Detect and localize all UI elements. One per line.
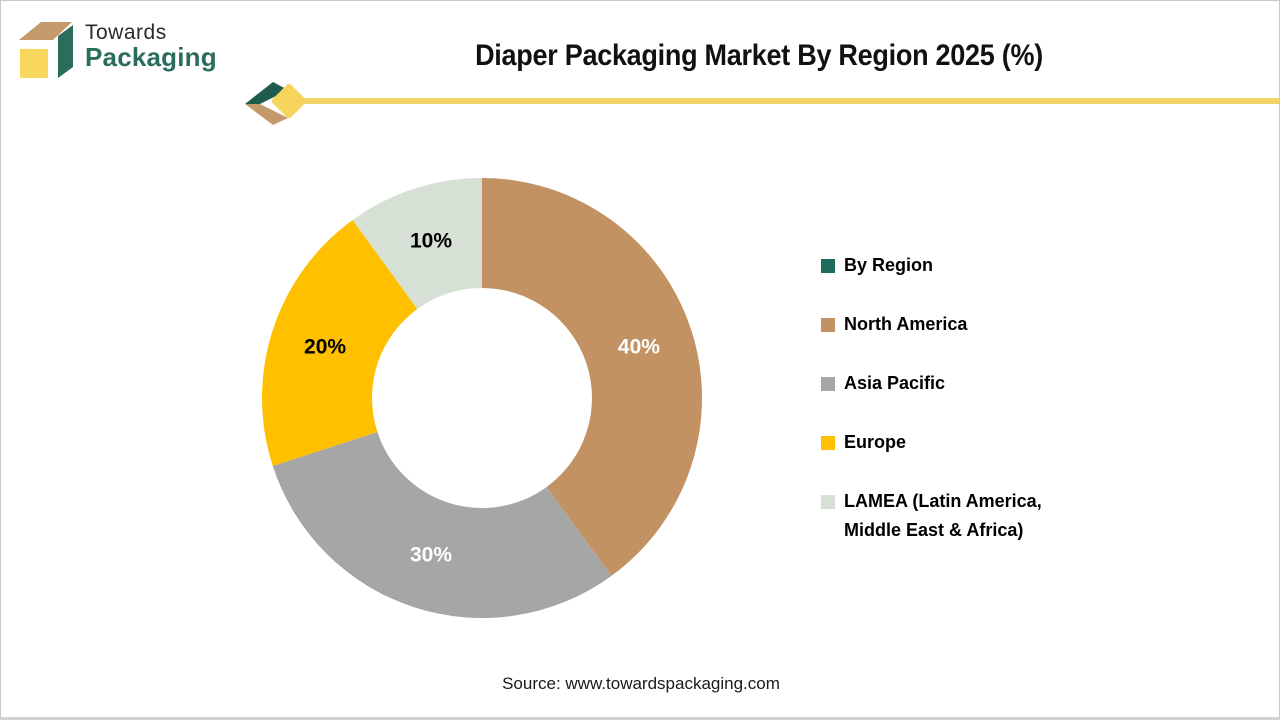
legend-item: By Region — [821, 251, 1121, 280]
legend-label: Europe — [844, 432, 907, 452]
slice-label: 20% — [304, 336, 346, 359]
legend-item: Europe — [821, 428, 1121, 457]
donut-slice-asia-pacific — [272, 431, 612, 618]
chevron-diamond-icon — [245, 82, 307, 125]
box-side-face — [58, 25, 73, 78]
donut-slice-lamea-latin-america-middle-east-africa — [352, 178, 482, 310]
donut-chart: 40% 30% 20% 10% — [262, 178, 702, 618]
chevron-bottom-tan — [245, 104, 288, 125]
slice-label: 40% — [618, 336, 660, 359]
packaging-box-icon — [19, 22, 73, 78]
donut-slice-north-america — [482, 178, 702, 576]
chevron-top-green — [245, 82, 288, 104]
brand-name-top: Towards — [85, 21, 167, 44]
accent-rule — [301, 98, 1279, 104]
legend-marker — [821, 318, 835, 332]
legend-marker — [821, 259, 835, 273]
source-attribution: Source: www.towardspackaging.com — [502, 674, 780, 693]
legend-label: North America — [844, 314, 968, 334]
legend-marker — [821, 495, 835, 509]
donut-slice-europe — [262, 220, 418, 466]
legend-item: North America — [821, 310, 1121, 339]
legend-marker — [821, 436, 835, 450]
brand-logo: Towards Packaging — [1, 1, 301, 91]
slice-label: 10% — [410, 230, 452, 253]
chart-title: Diaper Packaging Market By Region 2025 (… — [475, 39, 1043, 72]
legend-label: LAMEA (Latin America, Middle East & Afri… — [844, 491, 1042, 540]
diamond-accent — [271, 83, 307, 119]
legend-label: By Region — [844, 255, 934, 275]
legend-item: Asia Pacific — [821, 369, 1121, 398]
brand-name-bottom: Packaging — [85, 42, 217, 72]
brand-name: Towards Packaging — [85, 21, 217, 71]
legend-marker — [821, 377, 835, 391]
box-front-face — [20, 49, 48, 78]
legend-item: LAMEA (Latin America, Middle East & Afri… — [821, 487, 1121, 545]
slice-label: 30% — [410, 543, 452, 566]
chart-legend: By Region North America Asia Pacific Europe… — [821, 251, 1121, 575]
box-top-face — [19, 22, 72, 40]
legend-label: Asia Pacific — [844, 373, 946, 393]
